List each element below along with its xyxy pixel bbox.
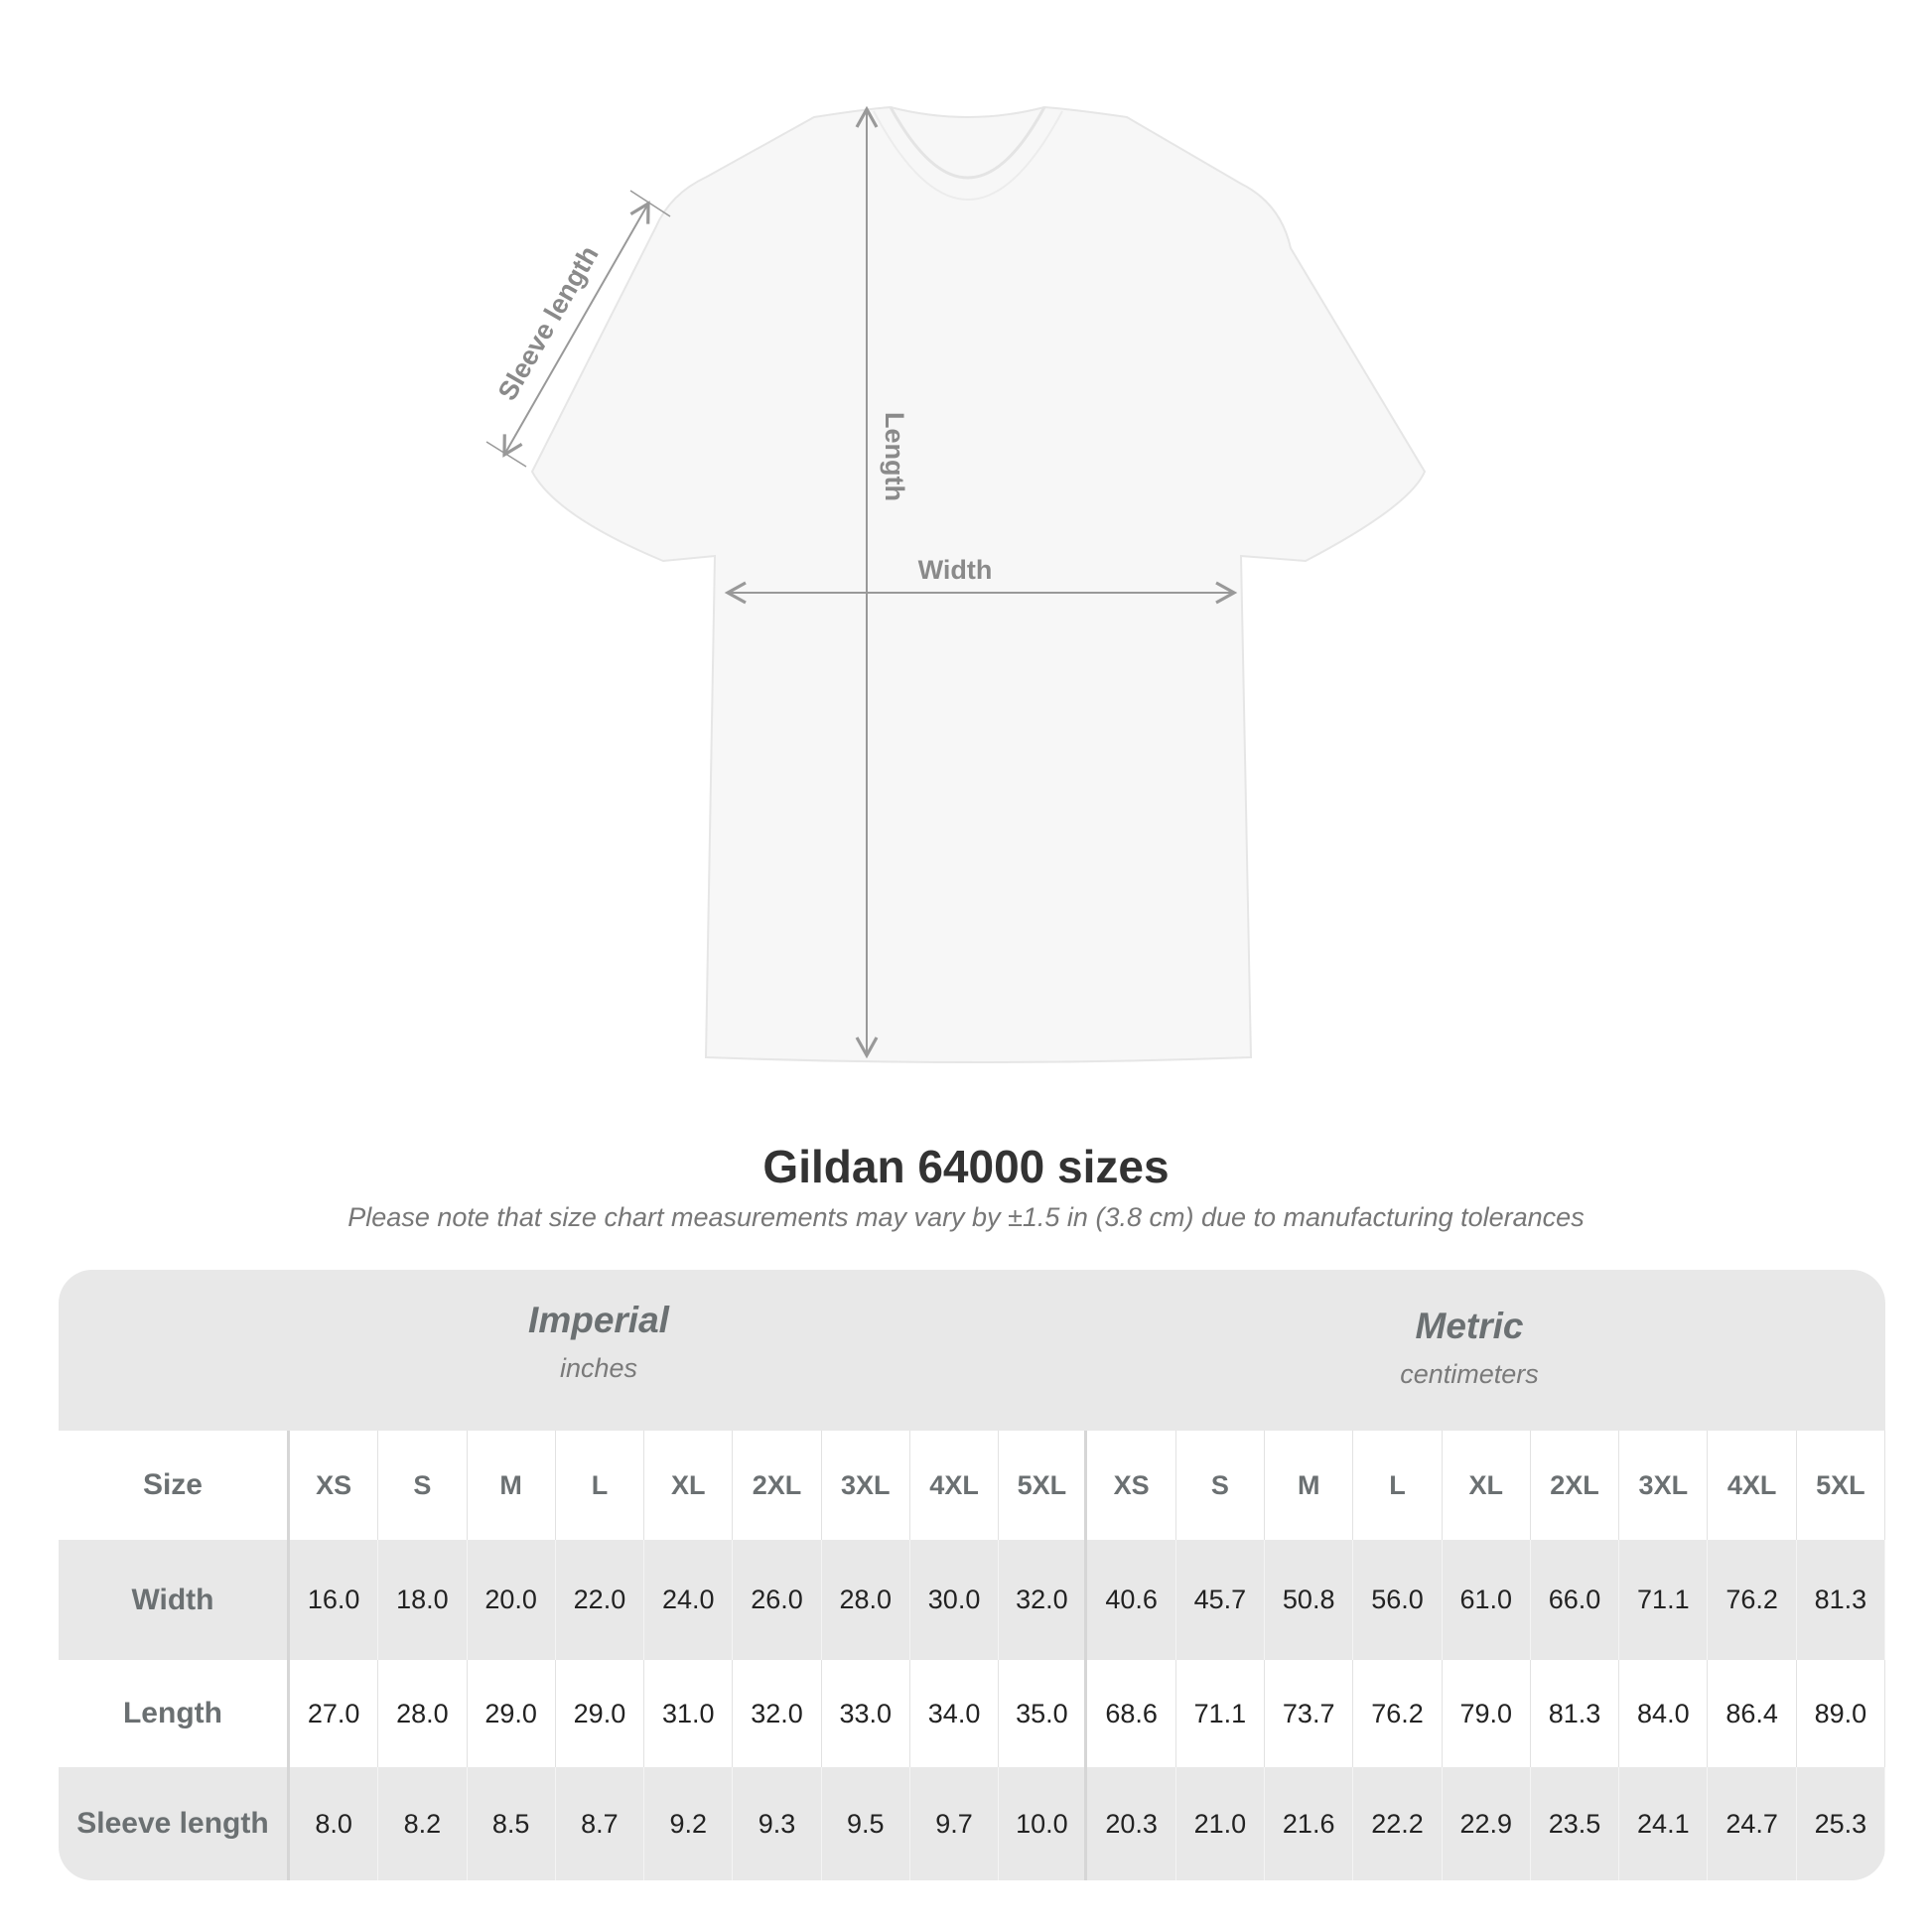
- value-cell-metric: 79.0: [1443, 1660, 1531, 1767]
- value-cell-metric: 25.3: [1797, 1767, 1885, 1880]
- value-cell-imperial: 30.0: [910, 1540, 1000, 1660]
- value-cell-metric: 86.4: [1708, 1660, 1797, 1767]
- value-cell-imperial: 35.0: [999, 1660, 1088, 1767]
- value-cell-imperial: 18.0: [378, 1540, 468, 1660]
- value-cell-metric: 20.3: [1087, 1767, 1176, 1880]
- tolerance-note: Please note that size chart measurements…: [347, 1202, 1585, 1232]
- page-title: Gildan 64000 sizes: [762, 1141, 1170, 1192]
- tshirt-shape: [530, 105, 1427, 1063]
- value-cell-metric: 68.6: [1087, 1660, 1176, 1767]
- sleeve-arrow: [502, 201, 650, 458]
- imperial-title: Imperial: [528, 1300, 669, 1340]
- value-cell-imperial: 8.5: [468, 1767, 556, 1880]
- value-cell-metric: 22.2: [1353, 1767, 1443, 1880]
- value-cell-imperial: 22.0: [556, 1540, 645, 1660]
- value-cell-metric: 89.0: [1797, 1660, 1885, 1767]
- value-cell-imperial: 28.0: [822, 1540, 910, 1660]
- value-cell-imperial: 16.0: [290, 1540, 379, 1660]
- value-cell-metric: 22.9: [1443, 1767, 1531, 1880]
- value-cell-metric: 24.1: [1619, 1767, 1709, 1880]
- value-cell-metric: 76.2: [1708, 1540, 1797, 1660]
- size-header-cell-imperial: XS: [290, 1431, 379, 1540]
- value-cell-metric: 71.1: [1176, 1660, 1266, 1767]
- value-cell-imperial: 9.2: [644, 1767, 734, 1880]
- size-header-cell-metric: 4XL: [1708, 1431, 1797, 1540]
- size-header-cell-metric: M: [1265, 1431, 1354, 1540]
- value-cell-metric: 23.5: [1531, 1767, 1620, 1880]
- value-cell-metric: 61.0: [1443, 1540, 1531, 1660]
- value-cell-imperial: 33.0: [822, 1660, 910, 1767]
- size-header-cell-imperial: L: [556, 1431, 645, 1540]
- length-label: Length: [880, 412, 909, 501]
- table-row: Sleeve length 8.0 8.2 8.5 8.7 9.2 9.3 9.5 9.7 10.…: [59, 1767, 1885, 1880]
- size-header-cell-metric: 2XL: [1531, 1431, 1620, 1540]
- value-cell-imperial: 9.7: [910, 1767, 1000, 1880]
- value-cell-imperial: 8.2: [378, 1767, 468, 1880]
- size-header-cell-imperial: 4XL: [910, 1431, 1000, 1540]
- size-header-cell-metric: L: [1353, 1431, 1443, 1540]
- size-header-cell-imperial: 5XL: [999, 1431, 1088, 1540]
- tshirt-collar: [889, 106, 1046, 180]
- value-cell-imperial: 8.0: [290, 1767, 379, 1880]
- size-header-cell-metric: XL: [1443, 1431, 1531, 1540]
- value-cell-imperial: 32.0: [999, 1540, 1088, 1660]
- size-header-cell-imperial: XL: [644, 1431, 734, 1540]
- value-cell-metric: 45.7: [1176, 1540, 1266, 1660]
- row-label: Size: [59, 1431, 290, 1540]
- value-cell-metric: 24.7: [1708, 1767, 1797, 1880]
- value-cell-metric: 21.0: [1176, 1767, 1266, 1880]
- width-label: Width: [918, 555, 993, 585]
- size-header-cell-metric: 5XL: [1797, 1431, 1885, 1540]
- row-label: Length: [59, 1660, 290, 1767]
- row-label: Width: [59, 1540, 290, 1660]
- table-header: Imperial inches Metric centimeters: [59, 1270, 1885, 1431]
- table-row: Width 16.0 18.0 20.0 22.0 24.0 26.0 28.0 30.0 32.…: [59, 1540, 1885, 1660]
- size-table: Imperial inches Metric centimeters Size X…: [59, 1270, 1885, 1880]
- size-header-cell-metric: S: [1176, 1431, 1266, 1540]
- size-header-cell-imperial: 3XL: [822, 1431, 910, 1540]
- value-cell-imperial: 9.3: [733, 1767, 822, 1880]
- value-cell-metric: 66.0: [1531, 1540, 1620, 1660]
- value-cell-metric: 73.7: [1265, 1660, 1354, 1767]
- metric-unit: centimeters: [1400, 1359, 1539, 1389]
- value-cell-metric: 21.6: [1265, 1767, 1354, 1880]
- metric-header: Metric centimeters: [1221, 1306, 1718, 1390]
- value-cell-metric: 56.0: [1353, 1540, 1443, 1660]
- value-cell-metric: 50.8: [1265, 1540, 1354, 1660]
- value-cell-metric: 84.0: [1619, 1660, 1709, 1767]
- row-label: Sleeve length: [59, 1767, 290, 1880]
- value-cell-imperial: 28.0: [378, 1660, 468, 1767]
- size-header-cell-metric: XS: [1087, 1431, 1176, 1540]
- value-cell-imperial: 34.0: [910, 1660, 1000, 1767]
- value-cell-metric: 81.3: [1797, 1540, 1885, 1660]
- value-cell-imperial: 27.0: [290, 1660, 379, 1767]
- imperial-unit: inches: [559, 1353, 638, 1383]
- value-cell-metric: 40.6: [1087, 1540, 1176, 1660]
- value-cell-imperial: 10.0: [999, 1767, 1088, 1880]
- value-cell-imperial: 31.0: [644, 1660, 734, 1767]
- imperial-header: Imperial inches: [350, 1300, 847, 1384]
- value-cell-imperial: 8.7: [556, 1767, 645, 1880]
- value-cell-imperial: 26.0: [733, 1540, 822, 1660]
- table-row: Length 27.0 28.0 29.0 29.0 31.0 32.0 33.0 34.0 35…: [59, 1660, 1885, 1767]
- value-cell-metric: 76.2: [1353, 1660, 1443, 1767]
- value-cell-imperial: 32.0: [733, 1660, 822, 1767]
- size-header-cell-imperial: 2XL: [733, 1431, 822, 1540]
- size-header-cell-metric: 3XL: [1619, 1431, 1709, 1540]
- size-header-cell-imperial: M: [468, 1431, 556, 1540]
- value-cell-metric: 71.1: [1619, 1540, 1709, 1660]
- value-cell-imperial: 29.0: [556, 1660, 645, 1767]
- size-header-cell-imperial: S: [378, 1431, 468, 1540]
- value-cell-metric: 81.3: [1531, 1660, 1620, 1767]
- value-cell-imperial: 20.0: [468, 1540, 556, 1660]
- value-cell-imperial: 29.0: [468, 1660, 556, 1767]
- value-cell-imperial: 9.5: [822, 1767, 910, 1880]
- tshirt-diagram: Sleeve length Length Width: [485, 105, 1427, 1063]
- value-cell-imperial: 24.0: [644, 1540, 734, 1660]
- metric-title: Metric: [1415, 1306, 1524, 1346]
- table-row: Size XS S M L XL 2XL 3XL 4XL 5XL XS S M L XL 2XL 3XL 4XL 5…: [59, 1431, 1885, 1540]
